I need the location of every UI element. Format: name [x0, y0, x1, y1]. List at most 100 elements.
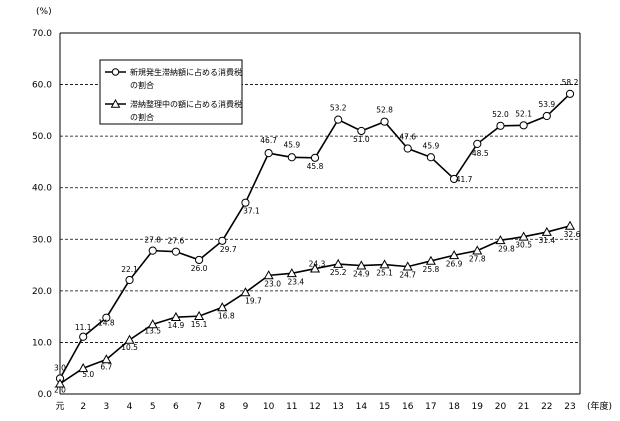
data-point [403, 144, 412, 153]
data-point [124, 334, 135, 344]
data-label: 45.9 [283, 140, 300, 149]
y-tick-label: 40.0 [32, 184, 52, 194]
data-label: 53.2 [330, 104, 347, 113]
data-label: 26.9 [446, 259, 463, 268]
data-label: 52.8 [376, 106, 393, 115]
data-label: 6.7 [100, 362, 112, 371]
series-line [59, 225, 571, 385]
data-point [357, 126, 366, 136]
data-point [426, 153, 436, 162]
x-tick-label: 3 [103, 402, 109, 412]
data-point [241, 198, 250, 207]
x-tick-label: 16 [402, 402, 414, 412]
data-point [541, 226, 552, 236]
data-label: 24.7 [399, 271, 416, 280]
legend-marker-circle [111, 68, 120, 76]
data-point [518, 231, 529, 241]
data-label: 23.4 [287, 277, 304, 286]
data-label: 31.4 [538, 236, 555, 245]
data-point [148, 246, 157, 255]
data-label: 16.8 [218, 311, 235, 320]
x-tick-label: 23 [564, 402, 575, 412]
data-label: 15.1 [191, 320, 208, 329]
data-point [473, 139, 482, 148]
x-tick-label: 5 [150, 402, 156, 412]
x-tick-label: 11 [286, 402, 297, 412]
legend-marker-triangle [110, 98, 121, 108]
data-point [333, 258, 344, 268]
axes: 0.0 10.0 20.0 30.0 40.0 50.0 60.0 70.0 (%) (年度) 元 2… [32, 7, 612, 412]
data-point [263, 270, 274, 280]
x-tick-label: 22 [541, 402, 552, 412]
x-tick-label: 10 [263, 402, 275, 412]
data-label: 19.7 [245, 296, 262, 305]
data-point [171, 247, 181, 256]
data-label: 52.0 [492, 110, 509, 119]
data-point [170, 311, 181, 322]
data-point [194, 255, 204, 265]
data-point [449, 250, 460, 260]
data-point [54, 378, 66, 388]
y-tick-label: 50.0 [32, 132, 52, 142]
x-tick-label: 4 [127, 402, 133, 412]
y-tick-label: 70.0 [32, 29, 52, 39]
data-point [218, 236, 227, 245]
x-tick-label: 6 [173, 402, 179, 412]
data-label: 10.5 [121, 343, 138, 352]
data-point [101, 354, 112, 364]
legend-label: 滞納整理中の額に占める消費税 [130, 99, 242, 109]
x-tick-label: 19 [472, 402, 484, 412]
data-label: 27.8 [144, 236, 161, 245]
x-tick-label: 7 [196, 402, 202, 412]
data-label: 48.5 [472, 149, 489, 158]
data-point [425, 255, 436, 265]
series-triangle: 2.0 5.0 6.7 10.5 13.5 14.9 15.1 16.8 19.723.0 23.… [54, 220, 581, 395]
data-point [78, 362, 89, 373]
data-label: 26.0 [191, 264, 208, 273]
data-label: 13.5 [144, 326, 161, 335]
data-label: 3.0 [54, 364, 66, 373]
y-tick-label: 10.0 [32, 338, 52, 348]
data-label: 45.9 [423, 141, 440, 150]
data-label: 51.0 [353, 135, 370, 144]
data-label: 25.2 [330, 268, 347, 277]
data-point [102, 313, 111, 322]
data-label: 30.5 [515, 241, 532, 250]
data-point [217, 302, 228, 312]
x-tick-label: 21 [518, 402, 529, 412]
x-tick-label: 15 [379, 402, 390, 412]
x-tick-label: 9 [243, 402, 249, 412]
y-tick-label: 30.0 [32, 235, 52, 245]
data-label: 47.6 [399, 133, 416, 142]
data-label: 41.7 [456, 175, 473, 184]
data-label: 37.1 [243, 207, 260, 216]
data-point [79, 332, 88, 341]
x-tick-label: 18 [448, 402, 460, 412]
data-label: 23.0 [264, 279, 281, 288]
data-point [449, 174, 459, 184]
x-tick-label: 12 [309, 402, 320, 412]
x-tick-label: 元 [55, 402, 64, 412]
data-point [334, 115, 343, 124]
y-axis-title: (%) [36, 7, 52, 17]
data-label: 58.2 [562, 78, 579, 87]
data-label: 52.1 [515, 109, 532, 118]
data-label: 29.8 [498, 244, 515, 253]
data-label: 24.9 [353, 270, 370, 279]
legend-label: 新規発生滞納額に占める消費税 [130, 67, 242, 77]
data-point [379, 259, 390, 269]
data-point [380, 117, 389, 126]
data-point [496, 121, 505, 130]
series-layer: 3.0 11.1 14.8 22.1 27.8 27.6 26.0 29.7 37.1 46.7 4… [54, 78, 581, 395]
legend-label-cont: の割合 [130, 80, 154, 90]
x-tick-label: 17 [425, 402, 436, 412]
legend-box [99, 59, 243, 125]
x-tick-label: 13 [332, 402, 343, 412]
data-label: 11.1 [75, 323, 92, 332]
x-tick-label: 8 [219, 402, 225, 412]
data-label: 25.8 [423, 265, 440, 274]
data-label: 32.6 [564, 230, 581, 239]
data-point [194, 310, 205, 320]
